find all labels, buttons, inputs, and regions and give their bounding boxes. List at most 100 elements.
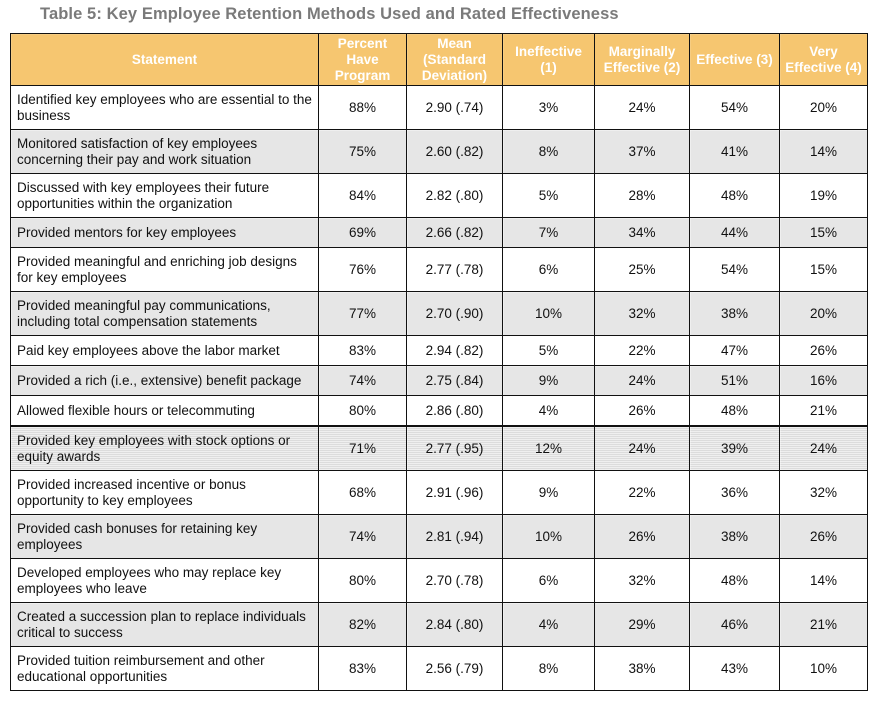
cell-percent-have-program: 88%: [318, 85, 407, 130]
cell-marginally-effective: 32%: [594, 558, 690, 603]
table-row: Provided key employees with stock option…: [10, 425, 868, 471]
cell-mean-sd: 2.94 (.82): [406, 335, 503, 366]
cell-ineffective: 5%: [502, 335, 595, 366]
cell-mean-sd: 2.77 (.95): [406, 425, 503, 471]
cell-marginally-effective: 24%: [594, 425, 690, 471]
header-statement: Statement: [10, 33, 319, 86]
cell-effective: 51%: [689, 365, 780, 396]
cell-statement: Provided meaningful and enriching job de…: [10, 247, 319, 292]
cell-effective: 48%: [689, 395, 780, 427]
cell-marginally-effective: 32%: [594, 291, 690, 336]
cell-percent-have-program: 76%: [318, 247, 407, 292]
cell-effective: 47%: [689, 335, 780, 366]
cell-very-effective: 24%: [779, 425, 868, 471]
cell-percent-have-program: 74%: [318, 365, 407, 396]
cell-ineffective: 6%: [502, 247, 595, 292]
cell-very-effective: 15%: [779, 217, 868, 248]
table-row: Allowed flexible hours or telecommuting 8…: [10, 395, 868, 427]
table-row: Developed employees who may replace key …: [10, 558, 868, 603]
cell-very-effective: 14%: [779, 129, 868, 174]
table-row: Provided increased incentive or bonus op…: [10, 470, 868, 515]
cell-percent-have-program: 68%: [318, 470, 407, 515]
cell-percent-have-program: 82%: [318, 602, 407, 647]
table-row: Provided meaningful pay communications, …: [10, 291, 868, 336]
cell-mean-sd: 2.60 (.82): [406, 129, 503, 174]
cell-marginally-effective: 34%: [594, 217, 690, 248]
cell-ineffective: 6%: [502, 558, 595, 603]
cell-statement: Discussed with key employees their futur…: [10, 173, 319, 218]
cell-mean-sd: 2.90 (.74): [406, 85, 503, 130]
header-mean-sd: Mean (Standard Deviation): [406, 33, 503, 86]
cell-statement: Provided increased incentive or bonus op…: [10, 470, 319, 515]
cell-effective: 54%: [689, 247, 780, 292]
cell-mean-sd: 2.75 (.84): [406, 365, 503, 396]
cell-mean-sd: 2.66 (.82): [406, 217, 503, 248]
retention-methods-table: Statement Percent Have Program Mean (Sta…: [10, 33, 868, 691]
table-row: Provided a rich (i.e., extensive) benefi…: [10, 365, 868, 396]
cell-percent-have-program: 84%: [318, 173, 407, 218]
cell-marginally-effective: 38%: [594, 646, 690, 691]
cell-statement: Paid key employees above the labor marke…: [10, 335, 319, 366]
cell-percent-have-program: 75%: [318, 129, 407, 174]
cell-marginally-effective: 22%: [594, 470, 690, 515]
cell-effective: 46%: [689, 602, 780, 647]
table-row: Discussed with key employees their futur…: [10, 173, 868, 218]
cell-very-effective: 15%: [779, 247, 868, 292]
table-row: Paid key employees above the labor marke…: [10, 335, 868, 366]
cell-percent-have-program: 80%: [318, 558, 407, 603]
cell-marginally-effective: 25%: [594, 247, 690, 292]
cell-effective: 38%: [689, 291, 780, 336]
cell-ineffective: 7%: [502, 217, 595, 248]
cell-mean-sd: 2.84 (.80): [406, 602, 503, 647]
cell-statement: Developed employees who may replace key …: [10, 558, 319, 603]
cell-mean-sd: 2.70 (.90): [406, 291, 503, 336]
cell-effective: 36%: [689, 470, 780, 515]
cell-mean-sd: 2.70 (.78): [406, 558, 503, 603]
table-caption: Table 5: Key Employee Retention Methods …: [40, 5, 619, 23]
table-row: Identified key employees who are essenti…: [10, 85, 868, 130]
cell-ineffective: 4%: [502, 395, 595, 427]
cell-marginally-effective: 28%: [594, 173, 690, 218]
cell-effective: 38%: [689, 514, 780, 559]
cell-very-effective: 16%: [779, 365, 868, 396]
cell-very-effective: 14%: [779, 558, 868, 603]
cell-ineffective: 8%: [502, 129, 595, 174]
cell-percent-have-program: 71%: [318, 425, 407, 471]
cell-very-effective: 19%: [779, 173, 868, 218]
cell-percent-have-program: 74%: [318, 514, 407, 559]
cell-percent-have-program: 83%: [318, 646, 407, 691]
cell-statement: Provided mentors for key employees: [10, 217, 319, 248]
cell-very-effective: 20%: [779, 85, 868, 130]
cell-marginally-effective: 24%: [594, 365, 690, 396]
cell-effective: 48%: [689, 173, 780, 218]
cell-very-effective: 21%: [779, 602, 868, 647]
cell-statement: Provided meaningful pay communications, …: [10, 291, 319, 336]
cell-statement: Monitored satisfaction of key employees …: [10, 129, 319, 174]
cell-marginally-effective: 37%: [594, 129, 690, 174]
cell-ineffective: 10%: [502, 514, 595, 559]
cell-very-effective: 10%: [779, 646, 868, 691]
cell-marginally-effective: 26%: [594, 395, 690, 427]
header-ineffective: Ineffective (1): [502, 33, 595, 86]
cell-very-effective: 26%: [779, 514, 868, 559]
cell-mean-sd: 2.56 (.79): [406, 646, 503, 691]
cell-very-effective: 26%: [779, 335, 868, 366]
cell-statement: Provided tuition reimbursement and other…: [10, 646, 319, 691]
cell-effective: 54%: [689, 85, 780, 130]
cell-effective: 44%: [689, 217, 780, 248]
cell-effective: 41%: [689, 129, 780, 174]
cell-effective: 39%: [689, 425, 780, 471]
cell-percent-have-program: 83%: [318, 335, 407, 366]
table-row: Provided tuition reimbursement and other…: [10, 646, 868, 691]
cell-ineffective: 9%: [502, 470, 595, 515]
cell-marginally-effective: 26%: [594, 514, 690, 559]
cell-ineffective: 5%: [502, 173, 595, 218]
header-very-effective: Very Effective (4): [779, 33, 868, 86]
table-row: Provided meaningful and enriching job de…: [10, 247, 868, 292]
header-marginally-effective: Marginally Effective (2): [594, 33, 690, 86]
header-percent-have-program: Percent Have Program: [318, 33, 407, 86]
cell-very-effective: 20%: [779, 291, 868, 336]
cell-percent-have-program: 69%: [318, 217, 407, 248]
cell-statement: Identified key employees who are essenti…: [10, 85, 319, 130]
header-row: Statement Percent Have Program Mean (Sta…: [10, 33, 868, 86]
